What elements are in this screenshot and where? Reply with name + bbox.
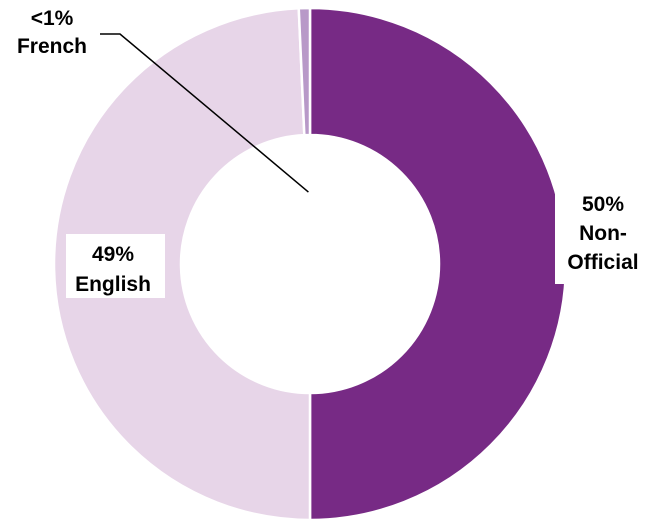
slice-french bbox=[297, 6, 312, 137]
labels-layer: 50% Non- Official 49% English <1% French bbox=[17, 7, 639, 298]
data-label-english: 49% English bbox=[75, 243, 151, 296]
slices-layer bbox=[52, 6, 568, 522]
data-label-french: <1% French bbox=[17, 7, 87, 58]
data-label-name-non-official: Non- bbox=[579, 222, 627, 245]
data-label-percent-non-official: 50% bbox=[582, 193, 624, 216]
slice-english bbox=[52, 6, 312, 522]
label-background-english bbox=[66, 234, 165, 298]
label-background-non-official bbox=[555, 188, 625, 284]
data-label-percent-french: <1% bbox=[31, 7, 74, 30]
data-label-name-non-official: Official bbox=[567, 251, 638, 274]
data-label-non-official: 50% Non- Official bbox=[567, 193, 638, 274]
slice-non-official bbox=[308, 6, 568, 522]
leader-layer bbox=[100, 33, 309, 193]
data-label-name-english: English bbox=[75, 273, 151, 296]
leader-line-french bbox=[100, 33, 309, 193]
data-label-percent-english: 49% bbox=[92, 243, 134, 266]
data-label-name-french: French bbox=[17, 35, 87, 58]
